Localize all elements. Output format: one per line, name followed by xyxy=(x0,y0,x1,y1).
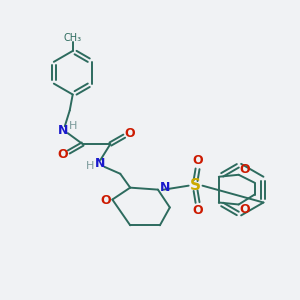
Text: S: S xyxy=(190,178,201,193)
Text: O: O xyxy=(125,127,136,140)
Text: O: O xyxy=(239,203,250,216)
Text: O: O xyxy=(192,154,203,167)
Text: O: O xyxy=(192,204,203,217)
Text: H: H xyxy=(68,121,77,131)
Text: N: N xyxy=(160,181,170,194)
Text: N: N xyxy=(58,124,68,137)
Text: O: O xyxy=(100,194,111,207)
Text: O: O xyxy=(58,148,68,161)
Text: N: N xyxy=(95,158,106,170)
Text: H: H xyxy=(85,161,94,171)
Text: O: O xyxy=(239,163,250,176)
Text: CH₃: CH₃ xyxy=(64,33,82,43)
